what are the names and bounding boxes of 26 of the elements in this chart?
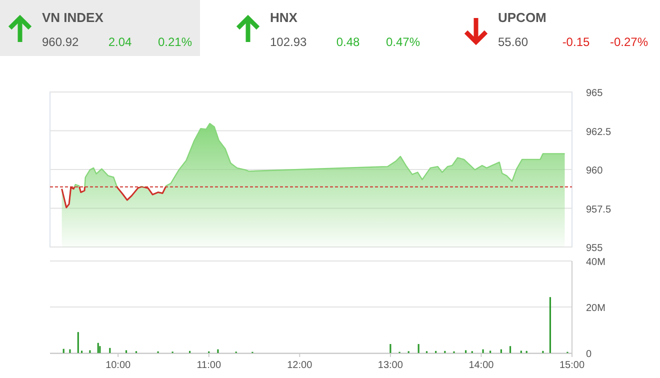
y-tick-label: 960 (586, 166, 604, 176)
x-tick-label: 11:00 (196, 360, 222, 371)
text: HNX (270, 10, 298, 25)
text: 960.92 (42, 35, 80, 49)
text: -0.27% (610, 35, 648, 49)
y-tick-label: 20M (586, 303, 606, 314)
x-tick-label: 14:00 (468, 360, 494, 371)
text: 55.60 (498, 35, 528, 49)
y-tick-label: 965 (586, 88, 604, 99)
text: 2.04 (108, 35, 132, 49)
text: 102.93 (270, 35, 308, 49)
y-tick-label: 0 (586, 349, 592, 360)
y-tick-label: 955 (586, 243, 604, 254)
y-tick-label: 962.5 (586, 126, 612, 138)
x-tick-label: 12:00 (287, 360, 313, 371)
x-tick-label: 13:00 (378, 360, 404, 371)
text: 0.47% (386, 35, 420, 49)
x-tick-label: 15:00 (559, 360, 585, 371)
text: VN INDEX (42, 10, 104, 25)
text: -0.15 (562, 35, 590, 49)
text: 0.21% (158, 35, 192, 49)
text: UPCOM (498, 10, 546, 25)
y-tick-label: 957.5 (586, 204, 612, 216)
y-tick-label: 40M (586, 257, 606, 268)
text: 0.48 (336, 35, 360, 49)
x-tick-label: 10:00 (106, 360, 132, 371)
